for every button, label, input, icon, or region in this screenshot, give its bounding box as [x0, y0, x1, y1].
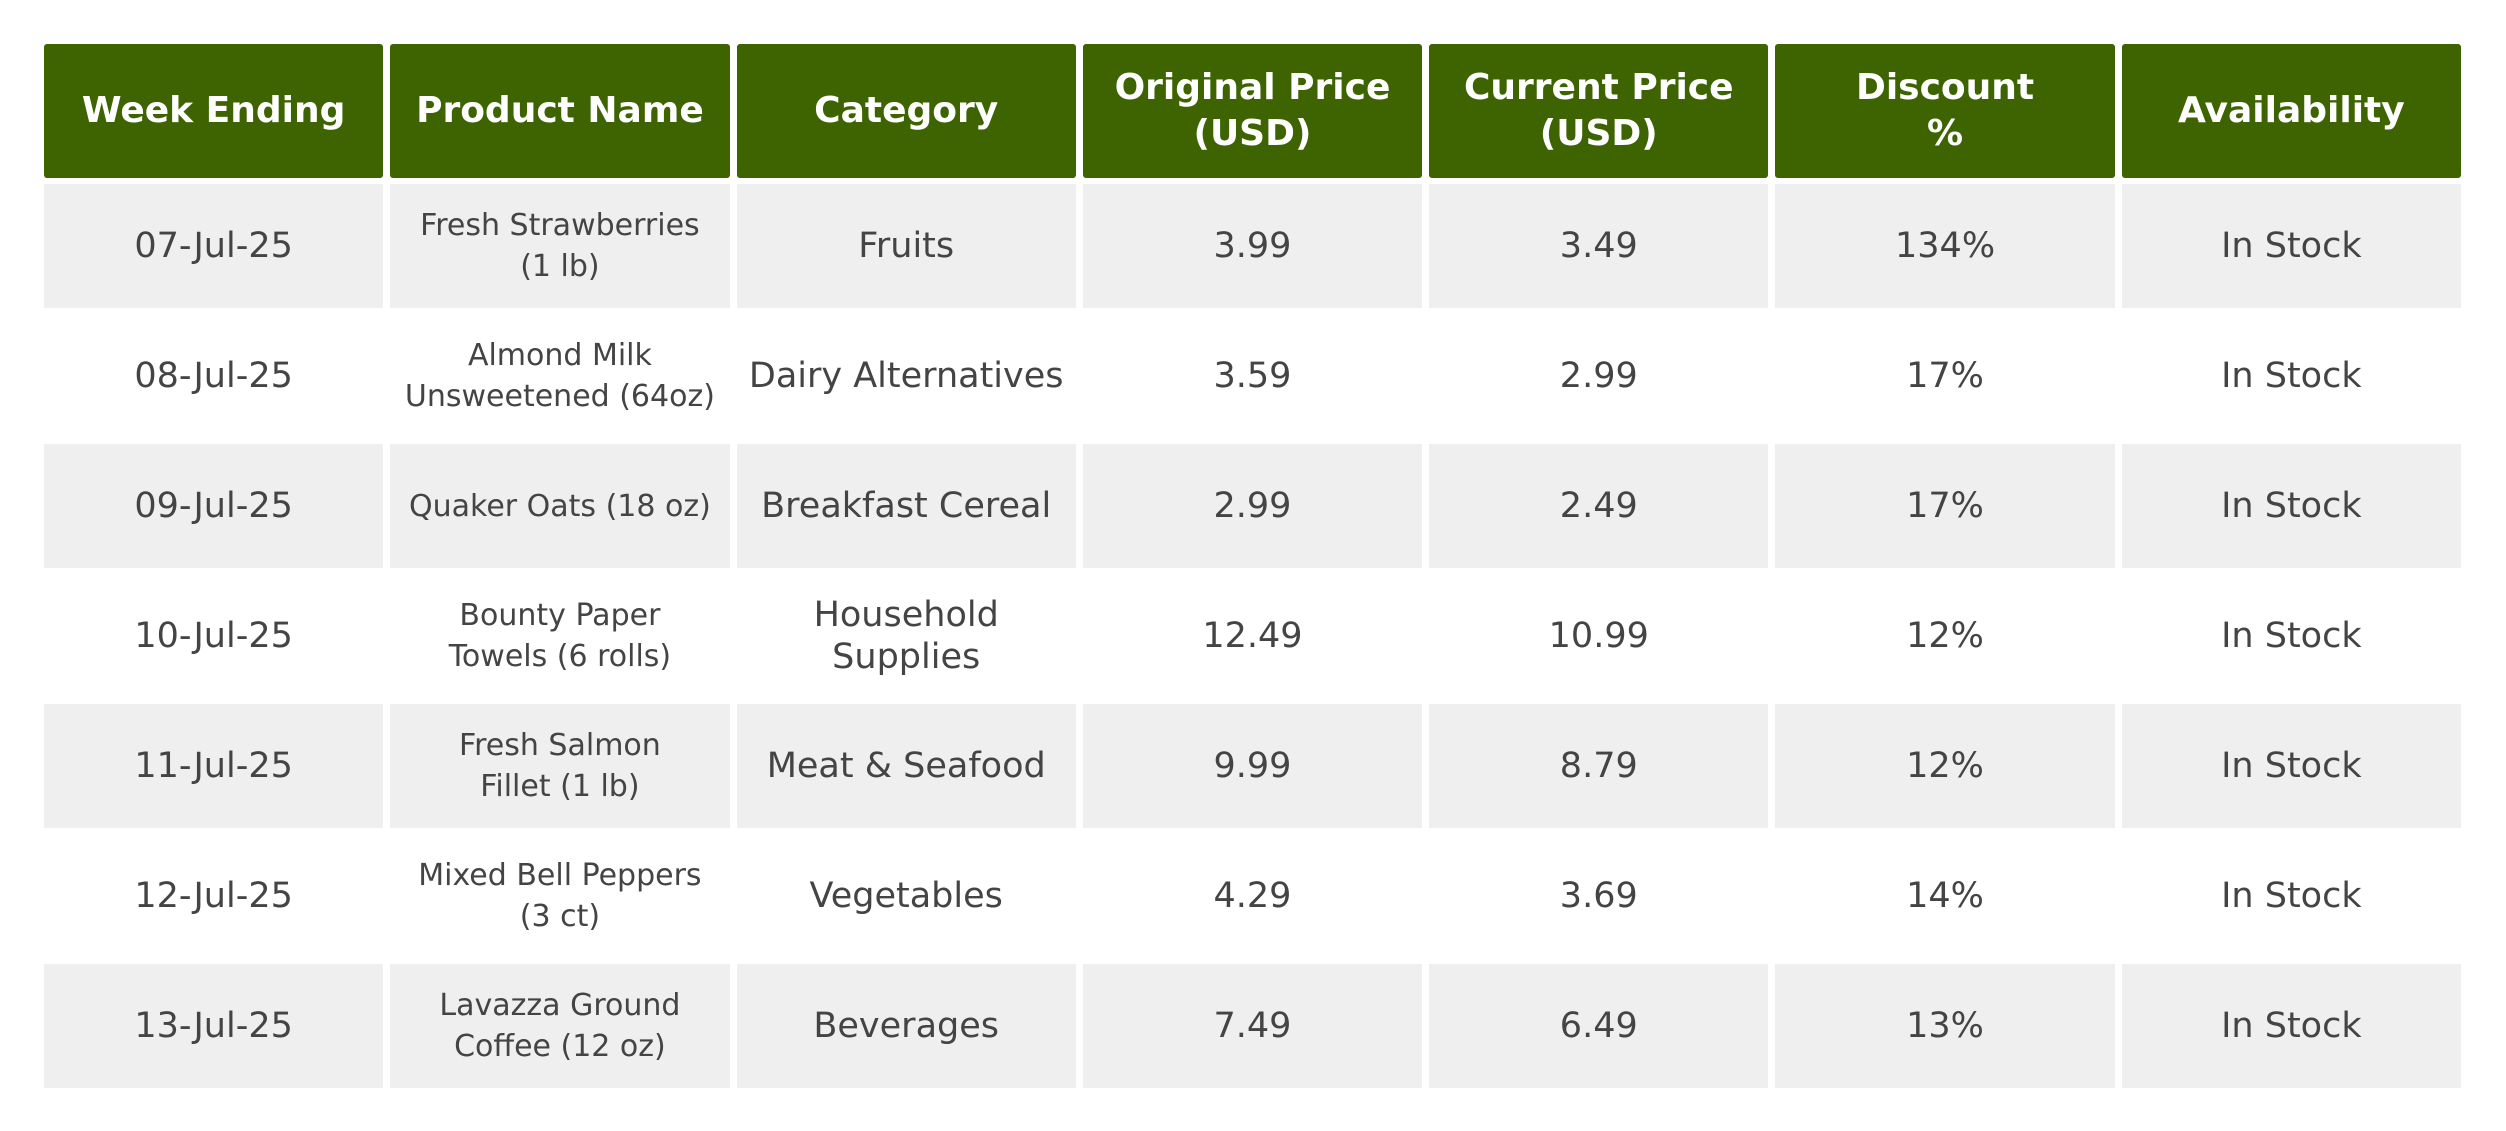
current-price-cell: 8.79 — [1429, 704, 1769, 828]
table-row: 09-Jul-25 Quaker Oats (18 oz) Breakfast Ce… — [44, 444, 2461, 568]
table-row: 11-Jul-25 Fresh Salmon Fillet (1 lb) Meat &… — [44, 704, 2461, 828]
week-ending-cell: 08-Jul-25 — [44, 314, 384, 438]
week-ending-cell: 13-Jul-25 — [44, 964, 384, 1088]
header-label-line: Week Ending — [81, 90, 346, 131]
product-name-line: Unsweetened (64oz) — [404, 379, 715, 414]
header-label-line: Original Price — [1114, 67, 1391, 108]
table-body: 07-Jul-25 Fresh Strawberries (1 lb) Fruits 3… — [44, 184, 2461, 1088]
header-label-line: % — [1927, 113, 1964, 154]
header-original-price[interactable]: Original Price (USD) — [1082, 44, 1423, 178]
header-discount[interactable]: Discount% — [1775, 44, 2115, 178]
category-cell: Breakfast Cereal — [736, 444, 1076, 568]
week-ending-cell: 09-Jul-25 — [44, 444, 384, 568]
current-price-cell: 3.69 — [1429, 834, 1769, 958]
header-label-line: Availability — [2177, 90, 2405, 131]
category-cell: Fruits — [736, 184, 1076, 308]
category-cell: Dairy Alternatives — [736, 314, 1076, 438]
price-table-container: Week Ending Product Name Category Origin… — [44, 44, 2461, 1094]
product-name-line: Towels (6 rolls) — [448, 639, 672, 674]
week-ending-cell: 12-Jul-25 — [44, 834, 384, 958]
product-name-cell: Mixed Bell Peppers (3 ct) — [390, 834, 730, 958]
availability-cell: In Stock — [2121, 314, 2461, 438]
week-ending-cell: 07-Jul-25 — [44, 184, 384, 308]
product-name-line: Fresh Salmon — [459, 728, 661, 763]
product-name-line: Bounty Paper — [459, 598, 661, 633]
availability-cell: In Stock — [2121, 444, 2461, 568]
availability-cell: In Stock — [2121, 834, 2461, 958]
current-price-cell: 3.49 — [1429, 184, 1769, 308]
product-name-line: Almond Milk — [467, 338, 652, 373]
current-price-cell: 10.99 — [1429, 574, 1769, 698]
product-name-cell: Bounty Paper Towels (6 rolls) — [390, 574, 730, 698]
original-price-cell: 12.49 — [1082, 574, 1423, 698]
header-category[interactable]: Category — [736, 44, 1076, 178]
current-price-cell: 2.99 — [1429, 314, 1769, 438]
header-label-line: Current Price — [1463, 67, 1734, 108]
original-price-cell: 4.29 — [1082, 834, 1423, 958]
table-row: 10-Jul-25 Bounty Paper Towels (6 rolls) Hou… — [44, 574, 2461, 698]
availability-cell: In Stock — [2121, 574, 2461, 698]
category-cell: Beverages — [736, 964, 1076, 1088]
discount-cell: 12% — [1775, 574, 2115, 698]
product-name-line: (3 ct) — [519, 899, 601, 934]
table-row: 07-Jul-25 Fresh Strawberries (1 lb) Fruits 3… — [44, 184, 2461, 308]
original-price-cell: 3.59 — [1082, 314, 1423, 438]
product-name-line: Mixed Bell Peppers — [418, 858, 702, 893]
discount-cell: 134% — [1775, 184, 2115, 308]
product-name-line: (1 lb) — [520, 249, 600, 284]
header-label-line: (USD) — [1539, 113, 1658, 154]
availability-cell: In Stock — [2121, 704, 2461, 828]
week-ending-cell: 11-Jul-25 — [44, 704, 384, 828]
current-price-cell: 6.49 — [1429, 964, 1769, 1088]
header-week-ending[interactable]: Week Ending — [44, 44, 384, 178]
header-availability[interactable]: Availability — [2121, 44, 2461, 178]
price-table: Week Ending Product Name Category Origin… — [37, 38, 2468, 1094]
original-price-cell: 3.99 — [1082, 184, 1423, 308]
header-product-name[interactable]: Product Name — [390, 44, 730, 178]
original-price-cell: 9.99 — [1082, 704, 1423, 828]
current-price-cell: 2.49 — [1429, 444, 1769, 568]
header-label-line: Product Name — [416, 90, 704, 131]
discount-cell: 17% — [1775, 444, 2115, 568]
discount-cell: 12% — [1775, 704, 2115, 828]
product-name-cell: Quaker Oats (18 oz) — [390, 444, 730, 568]
product-name-line: Fillet (1 lb) — [480, 769, 640, 804]
original-price-cell: 2.99 — [1082, 444, 1423, 568]
header-label-line: (USD) — [1193, 113, 1312, 154]
header-label-line: Category — [814, 90, 999, 131]
product-name-cell: Fresh Strawberries (1 lb) — [390, 184, 730, 308]
table-row: 12-Jul-25 Mixed Bell Peppers (3 ct) Vegetab… — [44, 834, 2461, 958]
table-header-row: Week Ending Product Name Category Origin… — [44, 44, 2461, 178]
product-name-cell: Lavazza Ground Coffee (12 oz) — [390, 964, 730, 1088]
category-cell: Household Supplies — [736, 574, 1076, 698]
product-name-cell: Almond Milk Unsweetened (64oz) — [390, 314, 730, 438]
category-cell: Vegetables — [736, 834, 1076, 958]
availability-cell: In Stock — [2121, 964, 2461, 1088]
availability-cell: In Stock — [2121, 184, 2461, 308]
product-name-line: Coffee (12 oz) — [454, 1029, 666, 1064]
product-name-line: Quaker Oats (18 oz) — [409, 488, 711, 524]
discount-cell: 17% — [1775, 314, 2115, 438]
category-cell: Meat & Seafood — [736, 704, 1076, 828]
original-price-cell: 7.49 — [1082, 964, 1423, 1088]
product-name-cell: Fresh Salmon Fillet (1 lb) — [390, 704, 730, 828]
header-label-line: Discount — [1855, 67, 2035, 108]
table-row: 13-Jul-25 Lavazza Ground Coffee (12 oz) Bev… — [44, 964, 2461, 1088]
product-name-line: Fresh Strawberries — [420, 208, 700, 243]
product-name-line: Lavazza Ground — [439, 988, 681, 1023]
discount-cell: 14% — [1775, 834, 2115, 958]
header-current-price[interactable]: Current Price (USD) — [1429, 44, 1769, 178]
table-row: 08-Jul-25 Almond Milk Unsweetened (64oz) Da… — [44, 314, 2461, 438]
discount-cell: 13% — [1775, 964, 2115, 1088]
week-ending-cell: 10-Jul-25 — [44, 574, 384, 698]
